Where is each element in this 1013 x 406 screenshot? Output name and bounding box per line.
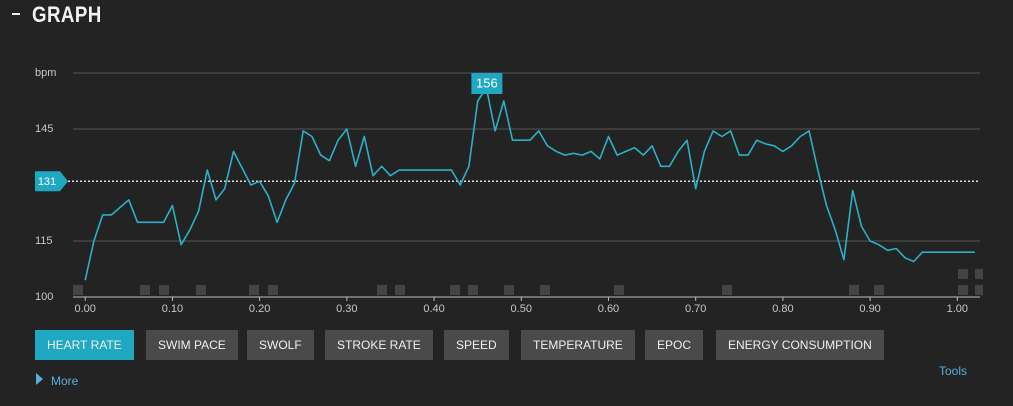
y-tick-label: bpm — [35, 67, 56, 79]
x-tick-label: 0.60 — [598, 303, 619, 315]
y-tick-label: 145 — [35, 123, 53, 135]
x-tick-label: 1.00 — [947, 303, 968, 315]
x-tick-label: 0.50 — [511, 303, 532, 315]
x-tick-label: 0.90 — [859, 303, 880, 315]
x-tick-label: 0.70 — [685, 303, 706, 315]
heart-rate-line — [84, 87, 975, 281]
metric-button[interactable]: EPOC — [645, 330, 704, 360]
average-tag — [35, 171, 68, 192]
metric-button[interactable]: SWOLF — [247, 330, 314, 360]
metric-button[interactable]: HEART RATE — [35, 330, 134, 360]
more-arrow[interactable] — [36, 373, 43, 385]
more-link[interactable]: More — [51, 374, 79, 388]
metric-button[interactable]: SPEED — [444, 330, 509, 360]
metric-button[interactable]: SWIM PACE — [146, 330, 238, 360]
section-title: GRAPH — [32, 2, 102, 27]
tools-link[interactable]: Tools — [939, 364, 968, 378]
x-tick-label: 0.10 — [162, 303, 183, 315]
metric-button[interactable]: STROKE RATE — [325, 330, 433, 360]
x-tick-label: 0.20 — [249, 303, 270, 315]
collapse-dash[interactable] — [12, 13, 20, 15]
x-tick-label: 0.30 — [336, 303, 357, 315]
y-tick-label: 100 — [35, 291, 53, 303]
x-tick-label: 0.00 — [74, 303, 95, 315]
y-tick-label: 115 — [35, 235, 53, 247]
average-label: 131 — [38, 176, 56, 188]
peak-tag — [471, 73, 503, 94]
metric-button[interactable]: ENERGY CONSUMPTION — [716, 330, 884, 360]
lap-markers — [73, 269, 983, 295]
x-tick-label: 0.40 — [423, 303, 444, 315]
metric-button[interactable]: TEMPERATURE — [521, 330, 635, 360]
peak-label: 156 — [476, 75, 498, 90]
x-tick-label: 0.80 — [772, 303, 793, 315]
